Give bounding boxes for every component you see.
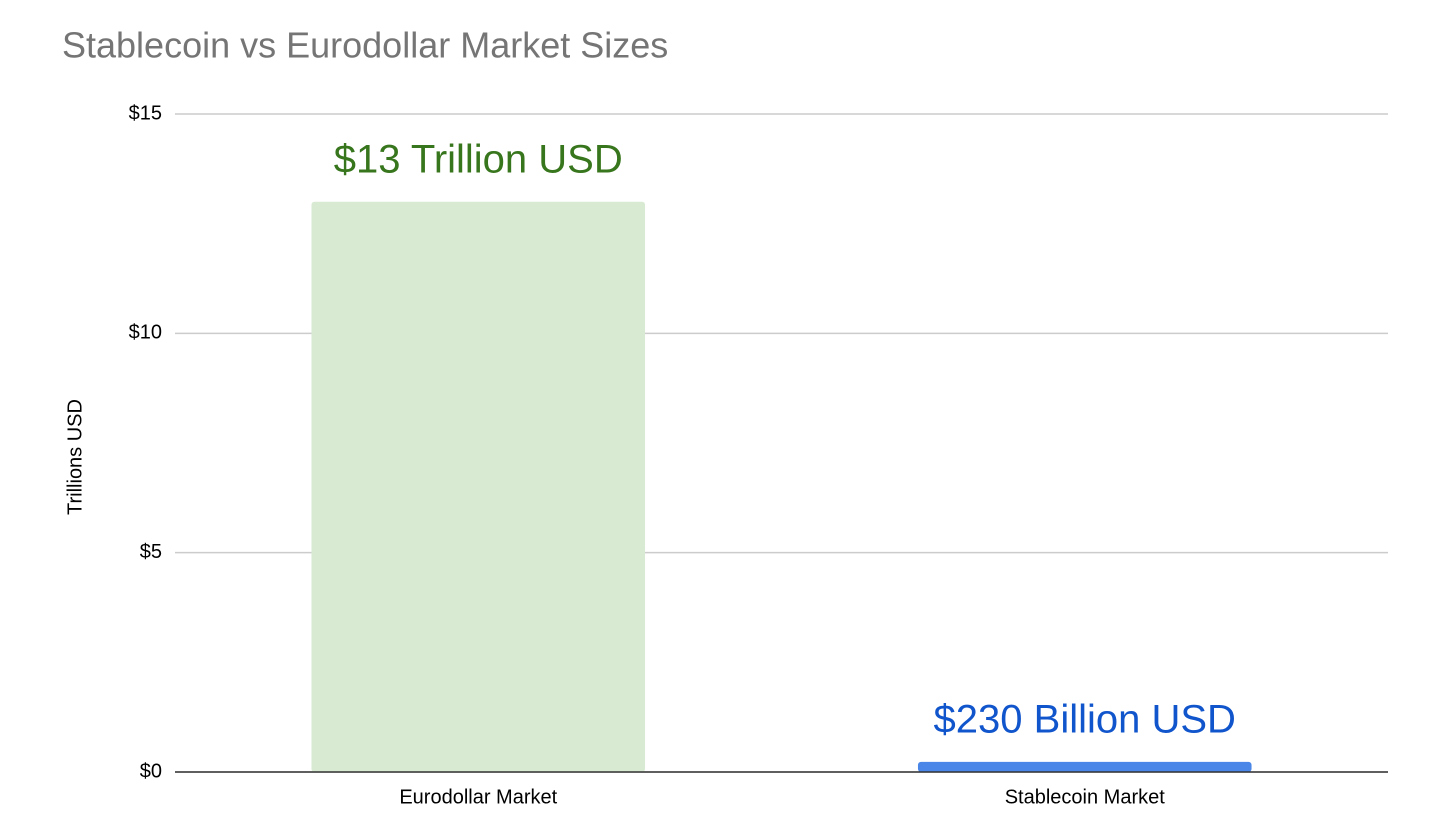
bar [917, 761, 1252, 772]
y-tick-label: $15 [129, 102, 162, 124]
x-tick-label: Eurodollar Market [399, 786, 557, 808]
chart-title: Stablecoin vs Eurodollar Market Sizes [62, 25, 668, 66]
y-tick-label: $5 [140, 541, 162, 563]
y-axis-title: Trillions USD [64, 399, 86, 515]
value-label: $230 Billion USD [934, 697, 1236, 741]
y-tick-label: $0 [140, 760, 162, 782]
x-tick-label: Stablecoin Market [1005, 786, 1166, 808]
y-tick-label: $10 [129, 322, 162, 344]
value-label: $13 Trillion USD [334, 137, 623, 181]
bar [311, 201, 646, 772]
